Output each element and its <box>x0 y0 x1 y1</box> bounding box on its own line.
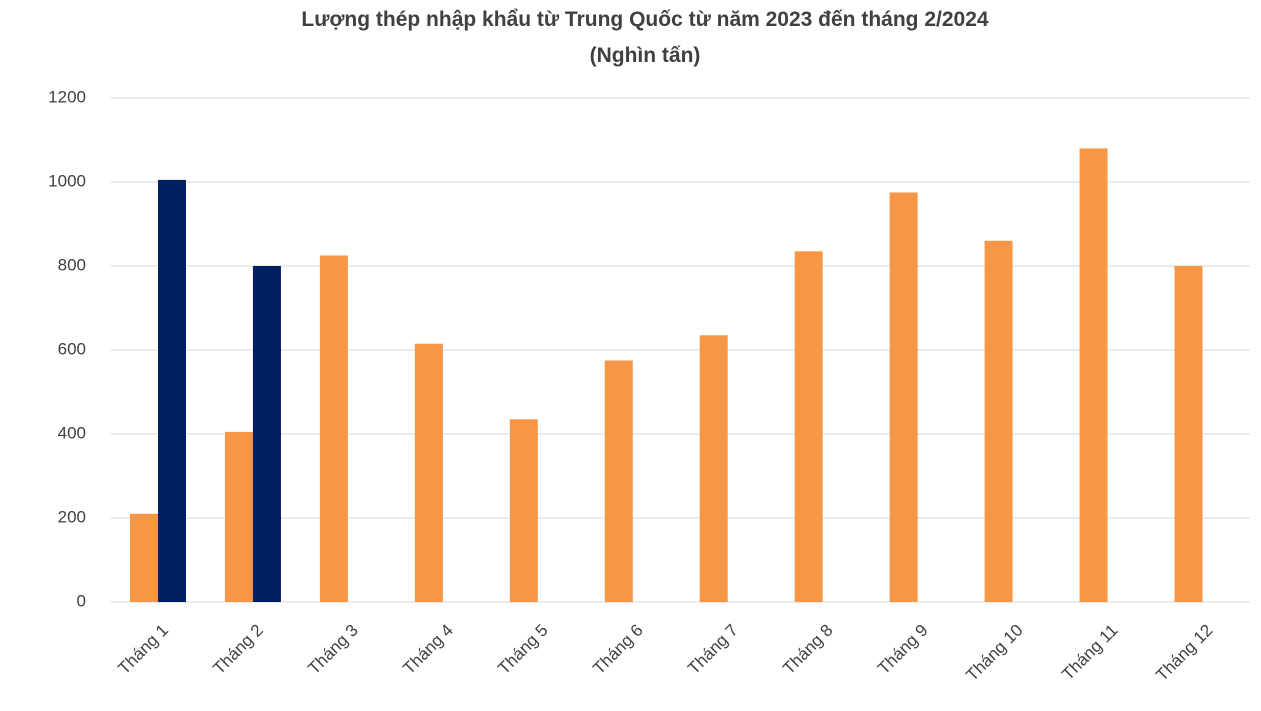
x-tick-label: Tháng 3 <box>304 621 362 679</box>
x-tick-label: Tháng 7 <box>684 621 742 679</box>
y-tick-label: 600 <box>58 339 86 358</box>
x-tick-label: Tháng 11 <box>1058 621 1121 684</box>
bar <box>699 335 728 602</box>
bar <box>1079 148 1108 602</box>
x-tick-label: Tháng 10 <box>962 621 1026 685</box>
x-tick-label: Tháng 1 <box>114 621 172 679</box>
chart-subtitle: (Nghìn tấn) <box>590 44 701 67</box>
y-tick-label: 200 <box>58 507 86 526</box>
bar <box>224 431 253 602</box>
bar <box>604 360 633 602</box>
x-tick-label: Tháng 9 <box>874 621 932 679</box>
bar <box>252 266 281 602</box>
bar <box>157 179 186 602</box>
x-tick-label: Tháng 12 <box>1152 621 1216 685</box>
bar <box>129 513 158 602</box>
bar <box>319 255 348 602</box>
y-tick-label: 400 <box>58 423 86 442</box>
x-tick-label: Tháng 6 <box>589 621 647 679</box>
y-tick-label: 1200 <box>48 87 86 106</box>
bar <box>984 240 1013 603</box>
bar <box>1174 266 1203 602</box>
x-tick-label: Tháng 2 <box>209 621 267 679</box>
chart-title: Lượng thép nhập khẩu từ Trung Quốc từ nă… <box>301 8 988 31</box>
bar <box>509 419 538 602</box>
x-tick-label: Tháng 5 <box>494 621 552 679</box>
bar <box>889 192 918 602</box>
y-tick-label: 1000 <box>48 171 86 190</box>
bar <box>794 251 823 603</box>
x-tick-label: Tháng 8 <box>779 621 837 679</box>
x-tick-label: Tháng 4 <box>399 621 457 679</box>
y-tick-label: 0 <box>77 591 86 610</box>
bar <box>414 343 443 602</box>
y-tick-label: 800 <box>58 255 86 274</box>
